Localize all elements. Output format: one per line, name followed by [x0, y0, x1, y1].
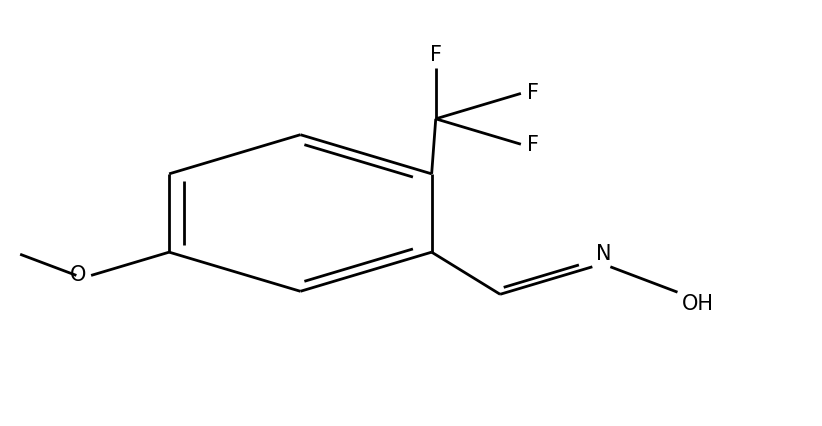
- Text: F: F: [528, 83, 539, 103]
- Text: F: F: [430, 45, 441, 65]
- Text: OH: OH: [681, 294, 713, 314]
- Text: O: O: [70, 265, 86, 285]
- Text: N: N: [597, 244, 612, 264]
- Text: F: F: [528, 135, 539, 155]
